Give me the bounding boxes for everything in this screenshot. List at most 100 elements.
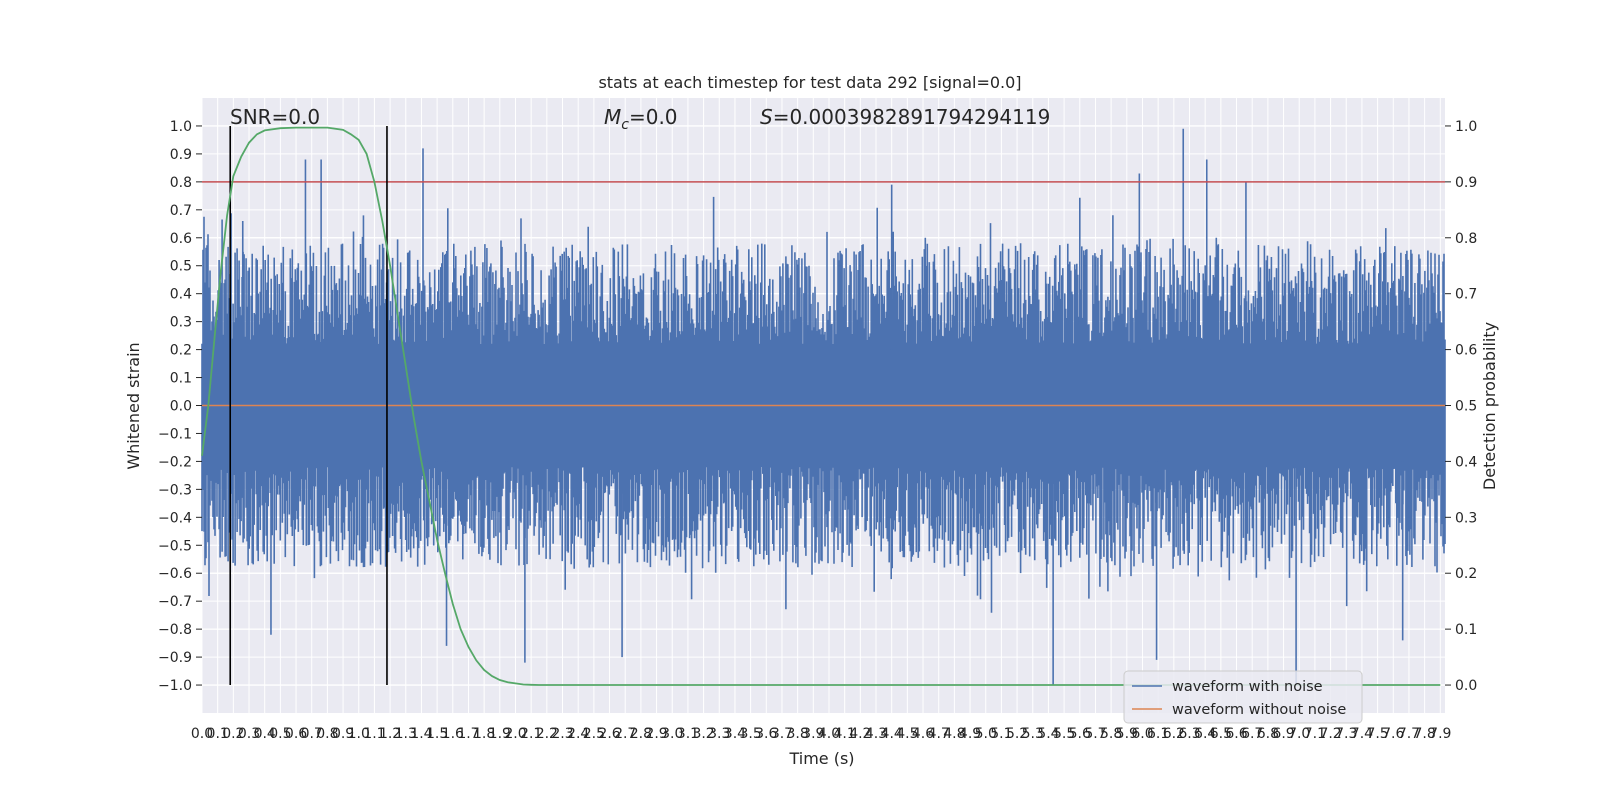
x-tick-label: 3.8 [787, 726, 809, 742]
y-tick-label: 0.9 [170, 147, 192, 163]
s-annotation: S=0.0003982891794294119 [760, 105, 1050, 129]
x-tick-label: 4.6 [912, 726, 934, 742]
x-tick-label: 5.5 [1053, 726, 1075, 742]
x-tick-label: 4.2 [849, 726, 871, 742]
x-tick-label: 1.2 [379, 726, 401, 742]
x-tick-label: 5.8 [1100, 726, 1122, 742]
x-tick-label: 6.5 [1210, 726, 1232, 742]
x-tick-label: 2.9 [645, 726, 667, 742]
x-tick-label: 7.3 [1335, 726, 1357, 742]
x-tick-label: 2.7 [614, 726, 636, 742]
chirp-mass-symbol: M [604, 105, 621, 129]
y-tick-label: 0.3 [170, 315, 192, 331]
x-tick-label: 0.5 [269, 726, 291, 742]
x-tick-label: 4.3 [865, 726, 887, 742]
x-tick-label: 6.2 [1163, 726, 1185, 742]
vertical-markers [229, 125, 388, 686]
x-tick-label: 1.6 [442, 726, 464, 742]
x-tick-label: 4.1 [834, 726, 856, 742]
y-axis-label: Whitened strain [124, 342, 143, 469]
x-tick-label: 7.6 [1382, 726, 1404, 742]
x-tick-label: 6.9 [1272, 726, 1294, 742]
x-tick-label: 1.1 [363, 726, 385, 742]
x-tick-label: 5.2 [1006, 726, 1028, 742]
x-tick-label: 3.6 [755, 726, 777, 742]
s-value: =0.0003982891794294119 [773, 105, 1051, 129]
y2-tick-label: 0.6 [1455, 343, 1477, 359]
x-tick-label: 0.1 [207, 726, 229, 742]
y-tick-label: 0.1 [170, 371, 192, 387]
x-tick-label: 7.5 [1366, 726, 1388, 742]
x-tick-label: 3.9 [802, 726, 824, 742]
legend: waveform with noise waveform without noi… [1123, 670, 1363, 724]
x-tick-label: 1.8 [473, 726, 495, 742]
x-tick-label: 4.5 [896, 726, 918, 742]
y-tick-label: −0.7 [158, 594, 192, 610]
x-tick-label: 2.3 [551, 726, 573, 742]
legend-label-without-noise: waveform without noise [1172, 702, 1346, 718]
x-tick-label: 4.9 [959, 726, 981, 742]
x-tick-label: 7.9 [1429, 726, 1451, 742]
x-axis-label: Time (s) [788, 749, 854, 768]
x-tick-label: 2.6 [598, 726, 620, 742]
y-tick-label: −0.1 [158, 426, 192, 442]
y-tick-label: 0.4 [170, 287, 192, 303]
y2-axis-label: Detection probability [1480, 322, 1499, 490]
x-tick-label: 4.7 [928, 726, 950, 742]
y2-tick-label: 0.2 [1455, 566, 1477, 582]
x-tick-label: 1.4 [410, 726, 432, 742]
x-tick-label: 0.4 [254, 726, 276, 742]
x-tick-label: 6.6 [1225, 726, 1247, 742]
s-symbol: S [760, 105, 773, 129]
x-tick-label: 0.2 [222, 726, 244, 742]
legend-label-with-noise: waveform with noise [1172, 679, 1323, 695]
y-tick-label: −0.6 [158, 566, 192, 582]
x-tick-label: 3.7 [771, 726, 793, 742]
x-tick-label: 3.3 [708, 726, 730, 742]
x-tick-label: 5.9 [1116, 726, 1138, 742]
axis-ticks: 0.00.10.20.30.40.50.60.70.80.91.01.11.21… [158, 119, 1477, 742]
x-tick-label: 6.4 [1194, 726, 1216, 742]
x-tick-label: 6.8 [1257, 726, 1279, 742]
snr-annotation: SNR=0.0 [230, 105, 320, 129]
x-tick-label: 1.0 [348, 726, 370, 742]
x-tick-label: 4.4 [881, 726, 903, 742]
probability-trace [201, 126, 1441, 686]
x-tick-label: 7.1 [1304, 726, 1326, 742]
x-tick-label: 4.0 [818, 726, 840, 742]
x-tick-label: 3.5 [739, 726, 761, 742]
x-tick-label: 2.8 [630, 726, 652, 742]
x-tick-label: 3.4 [724, 726, 746, 742]
x-tick-label: 3.2 [692, 726, 714, 742]
y2-tick-label: 0.7 [1455, 287, 1477, 303]
y-tick-label: −0.5 [158, 538, 192, 554]
x-tick-label: 1.7 [457, 726, 479, 742]
x-tick-label: 2.4 [567, 726, 589, 742]
x-tick-label: 0.8 [316, 726, 338, 742]
y-tick-label: −0.2 [158, 454, 192, 470]
x-tick-label: 1.5 [426, 726, 448, 742]
chart-title: stats at each timestep for test data 292… [598, 73, 1021, 92]
y2-tick-label: 1.0 [1455, 119, 1477, 135]
chirp-mass-annotation: Mc=0.0 [604, 105, 678, 133]
series-detection-probability [201, 126, 1441, 686]
x-tick-label: 7.2 [1319, 726, 1341, 742]
x-tick-label: 6.0 [1131, 726, 1153, 742]
y-tick-label: −0.8 [158, 622, 192, 638]
y2-tick-label: 0.5 [1455, 399, 1477, 415]
y-tick-label: −1.0 [158, 678, 192, 694]
x-tick-label: 2.5 [583, 726, 605, 742]
x-tick-label: 1.3 [395, 726, 417, 742]
y2-tick-label: 0.4 [1455, 454, 1477, 470]
x-tick-label: 2.1 [520, 726, 542, 742]
x-tick-label: 5.0 [975, 726, 997, 742]
x-tick-label: 0.7 [301, 726, 323, 742]
x-tick-label: 0.9 [332, 726, 354, 742]
x-tick-label: 2.2 [536, 726, 558, 742]
y-tick-label: 0.6 [170, 231, 192, 247]
x-tick-label: 0.6 [285, 726, 307, 742]
x-tick-label: 0.0 [191, 726, 213, 742]
y-tick-label: −0.4 [158, 510, 192, 526]
y2-tick-label: 0.1 [1455, 622, 1477, 638]
x-tick-label: 2.0 [504, 726, 526, 742]
